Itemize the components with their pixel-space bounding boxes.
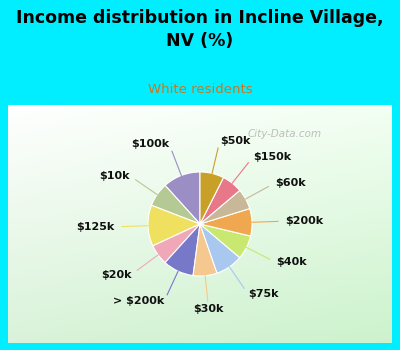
Wedge shape: [165, 172, 200, 224]
Text: $60k: $60k: [275, 178, 305, 188]
Wedge shape: [200, 172, 224, 224]
Wedge shape: [193, 224, 217, 276]
Wedge shape: [200, 209, 252, 236]
Wedge shape: [165, 224, 200, 275]
Text: Income distribution in Incline Village,
NV (%): Income distribution in Incline Village, …: [16, 9, 384, 49]
Text: City-Data.com: City-Data.com: [248, 128, 322, 139]
Wedge shape: [200, 190, 250, 224]
Text: White residents: White residents: [148, 83, 252, 96]
Wedge shape: [200, 224, 251, 258]
Text: $40k: $40k: [276, 258, 307, 267]
Wedge shape: [153, 224, 200, 262]
Text: $50k: $50k: [220, 136, 250, 146]
Text: $150k: $150k: [253, 152, 291, 162]
Text: $125k: $125k: [76, 222, 115, 232]
Text: $30k: $30k: [193, 304, 224, 314]
Wedge shape: [148, 205, 200, 246]
Text: > $200k: > $200k: [113, 296, 164, 306]
Wedge shape: [152, 186, 200, 224]
Wedge shape: [200, 177, 240, 224]
Wedge shape: [200, 224, 240, 273]
Text: $200k: $200k: [285, 216, 323, 226]
Text: $100k: $100k: [131, 139, 169, 149]
Text: $20k: $20k: [101, 270, 131, 280]
Text: $75k: $75k: [248, 289, 279, 299]
Text: $10k: $10k: [99, 171, 130, 181]
